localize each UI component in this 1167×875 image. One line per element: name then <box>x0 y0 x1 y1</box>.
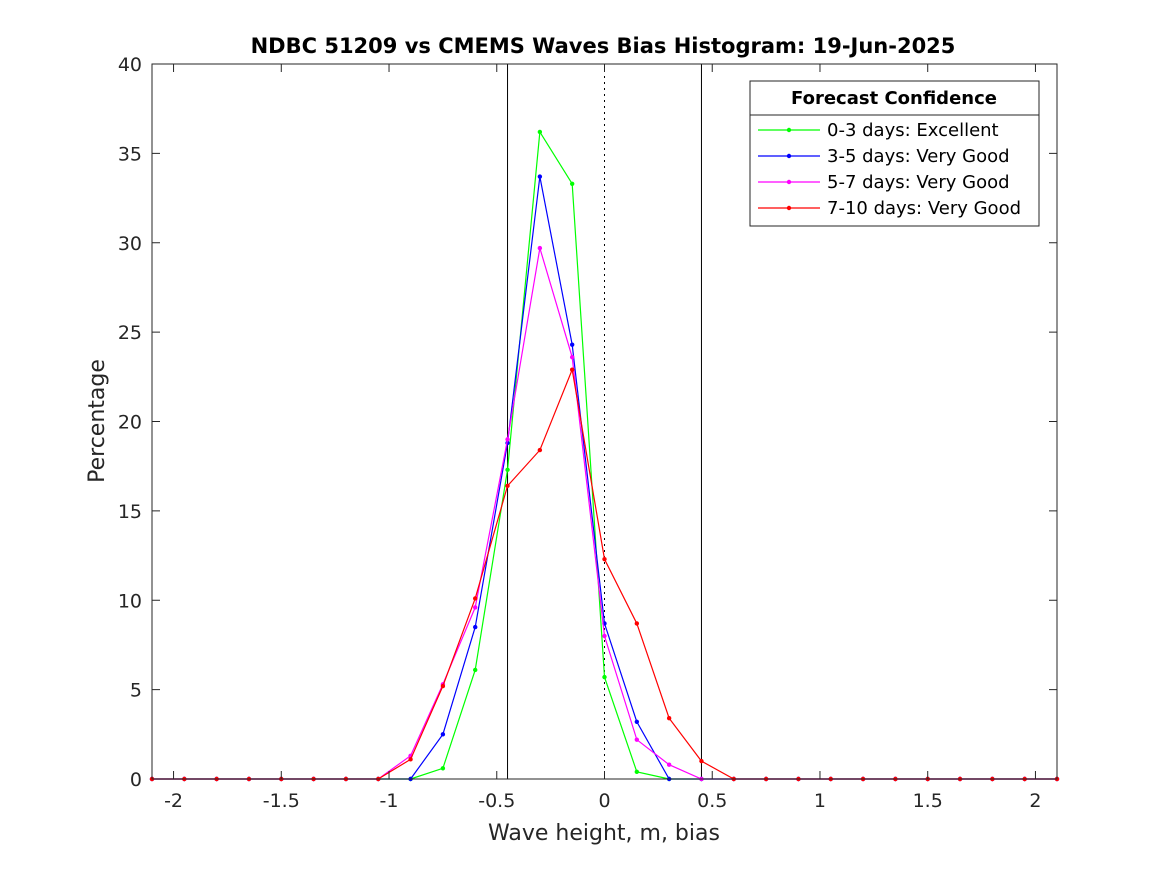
y-tick-label: 25 <box>118 322 142 344</box>
x-tick-label: 1.5 <box>913 790 943 812</box>
legend-label: 7-10 days: Very Good <box>827 198 1021 219</box>
legend-items: 0-3 days: Excellent 3-5 days: Very Good 5-… <box>758 120 1021 219</box>
legend-item: 0-3 days: Excellent <box>758 120 999 141</box>
y-axis-ticks: 0 5 10 15 20 25 30 35 40 <box>118 54 1057 791</box>
y-tick-label: 30 <box>118 233 142 255</box>
legend-swatch-marker <box>786 153 792 159</box>
y-axis-label: Percentage <box>85 359 110 483</box>
data-point <box>408 757 413 762</box>
data-point <box>473 596 478 601</box>
data-point <box>537 245 543 251</box>
data-point <box>440 732 446 737</box>
data-point <box>505 483 510 489</box>
data-point <box>569 354 575 360</box>
reference-lines <box>507 64 702 779</box>
legend-title: Forecast Confidence <box>791 88 997 109</box>
y-tick-label: 10 <box>118 590 142 612</box>
data-point <box>666 762 672 767</box>
data-point <box>699 758 704 764</box>
y-tick-label: 15 <box>118 501 142 523</box>
data-point <box>602 633 607 639</box>
legend-item: 3-5 days: Very Good <box>758 146 1010 167</box>
legend-label: 3-5 days: Very Good <box>827 146 1010 167</box>
x-tick-label: 1 <box>814 790 826 812</box>
data-point <box>634 621 640 626</box>
y-tick-label: 20 <box>118 412 142 434</box>
x-tick-label: 0 <box>598 790 610 812</box>
legend: Forecast Confidence 0-3 days: Excellent 3… <box>749 80 1040 227</box>
x-tick-label: -0.5 <box>478 790 515 812</box>
data-point <box>602 556 607 562</box>
y-tick-label: 35 <box>118 143 142 165</box>
legend-swatch-marker <box>786 127 792 133</box>
data-point <box>473 605 478 610</box>
data-point <box>666 716 672 721</box>
data-point <box>537 174 543 179</box>
legend-label: 5-7 days: Very Good <box>827 172 1010 193</box>
x-tick-label: -2 <box>164 790 183 812</box>
x-tick-label: 0.5 <box>697 790 727 812</box>
chart-title: NDBC 51209 vs CMEMS Waves Bias Histogram… <box>251 34 956 58</box>
y-tick-label: 0 <box>130 769 142 791</box>
x-axis-ticks: -2 -1.5 -1 -0.5 0 0.5 1 1.5 2 <box>164 64 1041 812</box>
data-point <box>634 719 640 724</box>
data-point <box>440 683 446 689</box>
data-point <box>602 674 607 680</box>
data-point <box>505 467 510 472</box>
x-axis-label: Wave height, m, bias <box>488 821 720 846</box>
legend-box <box>749 80 1040 227</box>
data-point <box>569 181 575 186</box>
x-tick-label: -1.5 <box>263 790 300 812</box>
data-point <box>505 437 510 442</box>
data-point <box>473 667 478 673</box>
data-point <box>569 342 575 347</box>
legend-item: 7-10 days: Very Good <box>758 198 1021 219</box>
legend-swatch-marker <box>786 205 792 211</box>
data-point <box>537 129 543 135</box>
y-tick-label: 40 <box>118 54 142 76</box>
legend-swatch-marker <box>786 179 792 185</box>
data-point <box>473 624 478 630</box>
y-tick-label: 5 <box>130 680 142 702</box>
data-point <box>440 766 446 771</box>
data-point <box>634 737 640 742</box>
x-tick-label: -1 <box>380 790 399 812</box>
x-tick-label: 2 <box>1029 790 1041 812</box>
data-point <box>569 367 575 372</box>
legend-item: 5-7 days: Very Good <box>758 172 1010 193</box>
data-point <box>537 447 543 453</box>
data-point <box>634 769 640 775</box>
legend-label: 0-3 days: Excellent <box>827 120 999 141</box>
